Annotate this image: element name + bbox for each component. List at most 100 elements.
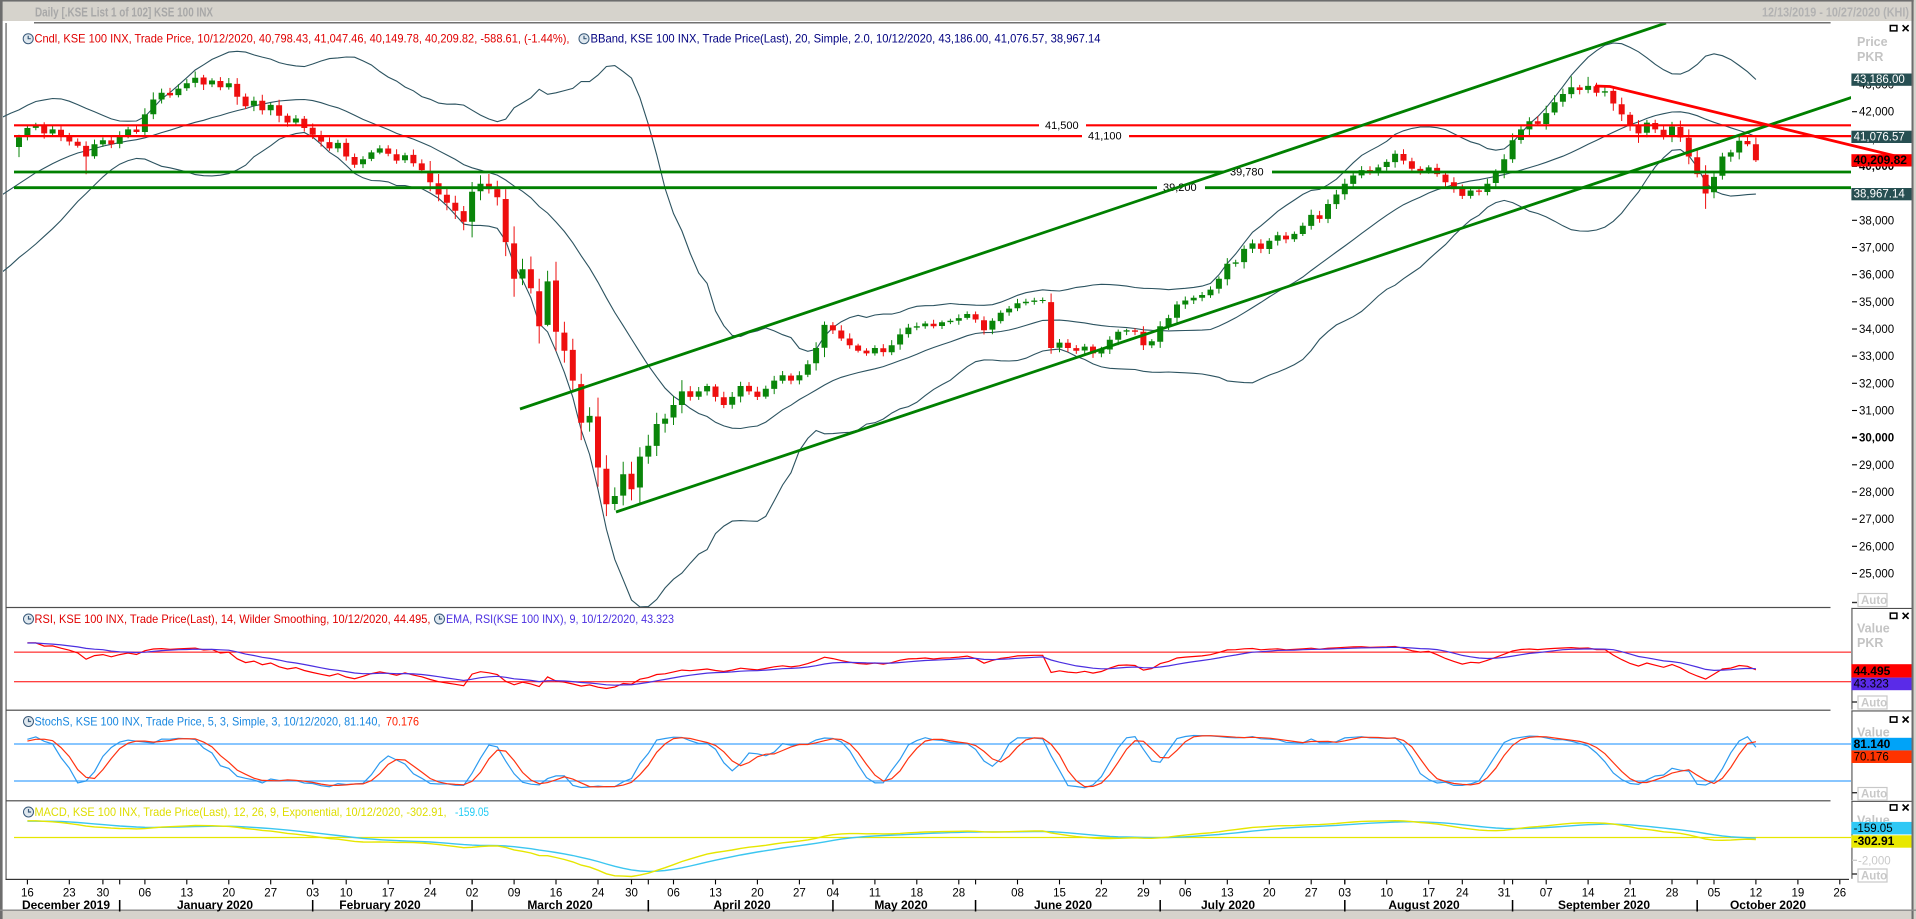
svg-text:January 2020: January 2020 [177, 898, 253, 912]
svg-text:18: 18 [910, 888, 923, 900]
svg-text:38,000: 38,000 [1859, 215, 1894, 227]
svg-text:17: 17 [382, 888, 395, 900]
svg-text:29,000: 29,000 [1859, 460, 1894, 472]
svg-text:22: 22 [1095, 888, 1108, 900]
svg-text:April 2020: April 2020 [713, 898, 771, 912]
svg-text:03: 03 [306, 888, 319, 900]
svg-text:34,000: 34,000 [1859, 324, 1894, 336]
svg-text:16: 16 [550, 888, 563, 900]
svg-text:Auto: Auto [1861, 789, 1887, 801]
svg-text:December 2019: December 2019 [22, 898, 110, 912]
svg-text:02: 02 [466, 888, 479, 900]
svg-text:07: 07 [1540, 888, 1553, 900]
svg-text:30: 30 [97, 888, 110, 900]
svg-text:March 2020: March 2020 [527, 898, 593, 912]
svg-text:Price: Price [1857, 35, 1888, 49]
svg-text:MACD, KSE 100 INX, Trade Price: MACD, KSE 100 INX, Trade Price(Last), 12… [35, 805, 447, 819]
svg-text:10: 10 [1380, 888, 1393, 900]
svg-text:10: 10 [340, 888, 353, 900]
svg-text:31: 31 [1498, 888, 1511, 900]
svg-text:43,186.00: 43,186.00 [1854, 74, 1905, 86]
svg-text:24: 24 [1456, 888, 1469, 900]
svg-text:28: 28 [952, 888, 965, 900]
svg-text:39,780: 39,780 [1230, 167, 1264, 179]
svg-text:|: | [1511, 898, 1514, 912]
svg-text:-2,000: -2,000 [1858, 856, 1891, 868]
svg-text:35,000: 35,000 [1859, 297, 1894, 309]
svg-text:28,000: 28,000 [1859, 487, 1894, 499]
svg-text:|: | [974, 898, 977, 912]
svg-text:October 2020: October 2020 [1730, 898, 1806, 912]
svg-text:BBand, KSE 100 INX, Trade Pric: BBand, KSE 100 INX, Trade Price(Last), 2… [591, 32, 1101, 46]
svg-text:38,967.14: 38,967.14 [1854, 189, 1906, 201]
svg-text:06: 06 [139, 888, 152, 900]
svg-text:27: 27 [1305, 888, 1318, 900]
svg-text:-159.05: -159.05 [1854, 823, 1893, 835]
svg-text:20: 20 [222, 888, 235, 900]
svg-text:|: | [470, 898, 473, 912]
svg-text:-159.05: -159.05 [455, 805, 489, 819]
svg-text:15: 15 [1053, 888, 1066, 900]
svg-text:RSI, KSE 100 INX, Trade Price(: RSI, KSE 100 INX, Trade Price(Last), 14,… [35, 612, 431, 626]
svg-text:24: 24 [592, 888, 605, 900]
svg-text:81.140: 81.140 [1854, 737, 1891, 751]
svg-text:20: 20 [751, 888, 764, 900]
svg-text:July 2020: July 2020 [1201, 898, 1255, 912]
svg-text:Value: Value [1857, 726, 1890, 740]
svg-text:|: | [1159, 898, 1162, 912]
svg-text:36,000: 36,000 [1859, 270, 1894, 282]
svg-text:|: | [1696, 898, 1699, 912]
svg-text:08: 08 [1011, 888, 1024, 900]
svg-text:|: | [647, 898, 650, 912]
svg-text:70.176: 70.176 [386, 714, 419, 728]
svg-text:05: 05 [1708, 888, 1721, 900]
svg-text:12: 12 [1750, 888, 1763, 900]
svg-text:Cndl, KSE 100 INX, Trade Price: Cndl, KSE 100 INX, Trade Price, 10/12/20… [35, 32, 570, 46]
svg-text:26: 26 [1833, 888, 1846, 900]
svg-text:13: 13 [180, 888, 193, 900]
svg-text:25,000: 25,000 [1859, 568, 1894, 580]
svg-text:41,500: 41,500 [1045, 120, 1079, 132]
svg-text:13: 13 [1221, 888, 1234, 900]
svg-text:Value: Value [1857, 622, 1890, 636]
svg-text:42,000: 42,000 [1859, 107, 1894, 119]
svg-text:13: 13 [709, 888, 722, 900]
svg-text:27: 27 [793, 888, 806, 900]
svg-text:19: 19 [1792, 888, 1805, 900]
svg-text:29: 29 [1137, 888, 1150, 900]
svg-text:|: | [118, 898, 121, 912]
svg-text:|: | [311, 898, 314, 912]
svg-text:26,000: 26,000 [1859, 541, 1894, 553]
svg-text:27: 27 [264, 888, 277, 900]
svg-text:EMA, RSI(KSE 100 INX), 9, 10: EMA, RSI(KSE 100 INX), 9, 10/12/2020, 43… [446, 612, 674, 626]
svg-text:June 2020: June 2020 [1034, 898, 1092, 912]
svg-text:31,000: 31,000 [1859, 406, 1894, 418]
svg-text:03: 03 [1338, 888, 1351, 900]
svg-text:StochS, KSE 100 INX, Trade Pri: StochS, KSE 100 INX, Trade Price, 5, 3, … [35, 714, 381, 728]
svg-text:17: 17 [1422, 888, 1435, 900]
svg-text:21: 21 [1624, 888, 1637, 900]
svg-text:32,000: 32,000 [1859, 378, 1894, 390]
svg-text:12/13/2019 - 10/27/2020 (KHI): 12/13/2019 - 10/27/2020 (KHI) [1762, 6, 1909, 20]
svg-text:70.176: 70.176 [1854, 751, 1889, 763]
svg-text:September 2020: September 2020 [1558, 898, 1650, 912]
svg-text:PKR: PKR [1857, 50, 1883, 64]
svg-text:44.495: 44.495 [1854, 664, 1891, 678]
svg-text:|: | [831, 898, 834, 912]
svg-text:PKR: PKR [1857, 636, 1883, 650]
svg-text:06: 06 [667, 888, 680, 900]
svg-text:August 2020: August 2020 [1388, 898, 1460, 912]
svg-text:Daily [.KSE List 1 of 102] KSE: Daily [.KSE List 1 of 102] KSE 100 INX [35, 5, 213, 20]
svg-text:Auto: Auto [1861, 595, 1887, 607]
svg-text:04: 04 [827, 888, 840, 900]
svg-text:30: 30 [625, 888, 638, 900]
svg-text:09: 09 [508, 888, 521, 900]
svg-text:14: 14 [1582, 888, 1595, 900]
svg-text:41,076.57: 41,076.57 [1854, 131, 1905, 143]
svg-text:27,000: 27,000 [1859, 514, 1894, 526]
svg-text:|: | [1343, 898, 1346, 912]
svg-text:30,000: 30,000 [1859, 433, 1894, 445]
svg-text:41,100: 41,100 [1088, 131, 1122, 143]
svg-text:20: 20 [1263, 888, 1276, 900]
svg-text:Auto: Auto [1861, 871, 1887, 883]
